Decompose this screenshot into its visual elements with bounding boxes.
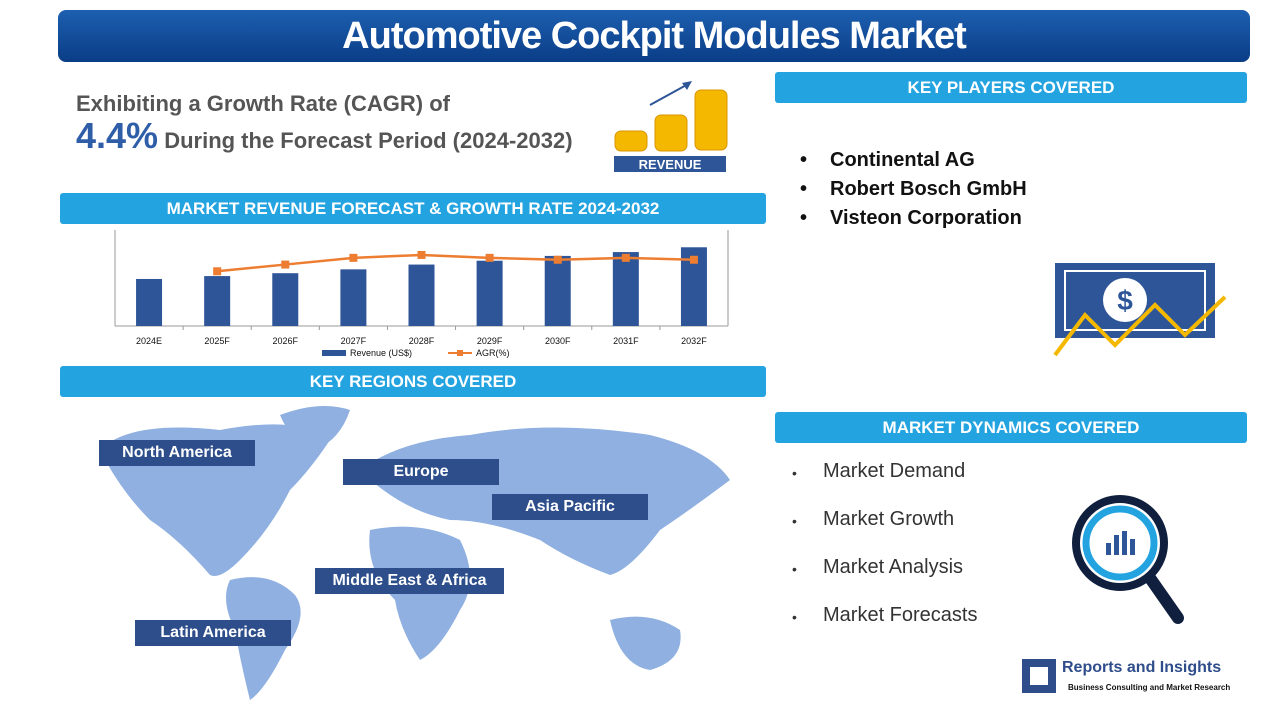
bar (408, 264, 435, 326)
dynamics-item: Market Forecasts (823, 604, 978, 626)
line (217, 253, 694, 273)
x-tick-label: 2028F (409, 336, 435, 346)
dynamics-row: • Market Analysis (792, 556, 977, 604)
x-tick-label: 2032F (681, 336, 707, 346)
x-tick-label: 2026F (273, 336, 299, 346)
region-label: North America (99, 440, 255, 466)
regions-heading: KEY REGIONS COVERED (60, 366, 766, 397)
player-row: • Robert Bosch GmbH (800, 175, 1027, 204)
line-marker (417, 250, 426, 259)
players-heading: KEY PLAYERS COVERED (775, 72, 1247, 103)
x-tick-label: 2030F (545, 336, 571, 346)
bullet: • (800, 207, 808, 229)
line-marker (485, 253, 494, 262)
x-tick-label: 2029F (477, 336, 503, 346)
bullet: • (800, 149, 808, 171)
bar (272, 273, 299, 326)
region-label: Europe (343, 459, 499, 485)
player-row: • Continental AG (800, 146, 1027, 175)
legend-label: Revenue (US$) (350, 348, 412, 358)
revenue-icon: REVENUE (614, 81, 728, 172)
dynamics-row: • Market Demand (792, 460, 977, 508)
dynamics-heading: MARKET DYNAMICS COVERED (775, 412, 1247, 443)
legend-swatch (457, 350, 463, 356)
bullet: • (800, 178, 808, 200)
chart-heading: MARKET REVENUE FORECAST & GROWTH RATE 20… (60, 193, 766, 224)
players-list: • Continental AG • Robert Bosch GmbH • Visteo… (800, 146, 1027, 233)
line-marker (213, 267, 222, 276)
dynamics-row: • Market Growth (792, 508, 977, 556)
legend-swatch (322, 350, 346, 356)
line-marker (621, 253, 630, 262)
dynamics-item: Market Demand (823, 460, 966, 482)
player-name: Continental AG (830, 149, 975, 171)
x-tick-label: 2024E (136, 336, 162, 346)
line-marker (553, 255, 562, 264)
bullet: • (792, 513, 797, 529)
line-marker (349, 253, 358, 262)
region-label: Middle East & Africa (315, 568, 504, 594)
bar (340, 269, 367, 326)
legend-label: AGR(%) (476, 348, 510, 358)
brand-name: Reports and Insights (1062, 659, 1221, 676)
bar (204, 276, 231, 326)
bar (136, 278, 163, 326)
dynamics-item: Market Analysis (823, 556, 964, 578)
player-name: Robert Bosch GmbH (830, 178, 1027, 200)
player-name: Visteon Corporation (830, 207, 1022, 229)
x-tick-label: 2027F (341, 336, 367, 346)
dynamics-row: • Market Forecasts (792, 604, 977, 652)
brand-tagline: Business Consulting and Market Research (1068, 683, 1230, 692)
revenue-label: REVENUE (639, 157, 702, 172)
cagr-value: 4.4% (76, 115, 159, 156)
cagr-line1: Exhibiting a Growth Rate (CAGR) of (76, 91, 450, 116)
region-label: Latin America (135, 620, 291, 646)
bar (612, 252, 639, 326)
bar (476, 260, 503, 326)
dynamics-list: • Market Demand • Market Growth • Market Anal… (792, 460, 977, 652)
dynamics-item: Market Growth (823, 508, 955, 530)
cagr-line2: During the Forecast Period (2024-2032) (164, 128, 573, 153)
x-tick-label: 2031F (613, 336, 639, 346)
line-marker (281, 260, 290, 269)
bullet: • (792, 465, 797, 481)
cagr-block: Exhibiting a Growth Rate (CAGR) of 4.4% … (76, 88, 576, 157)
brand-logo: Reports and Insights Business Consulting… (1022, 659, 1230, 693)
analysis-icon (1072, 495, 1184, 624)
x-tick-label: 2025F (204, 336, 230, 346)
chart: 2024E 2025F 2026F 2027F 2028F 2029F 2030F 2031F… (114, 230, 729, 358)
bullet: • (792, 561, 797, 577)
bullet: • (792, 609, 797, 625)
svg-text:$: $ (1117, 285, 1133, 316)
region-label: Asia Pacific (492, 494, 648, 520)
player-row: • Visteon Corporation (800, 204, 1027, 233)
title: Automotive Cockpit Modules Market (58, 10, 1250, 62)
money-icon: $ (1053, 263, 1227, 357)
line-marker (689, 255, 698, 264)
bar (544, 255, 571, 326)
